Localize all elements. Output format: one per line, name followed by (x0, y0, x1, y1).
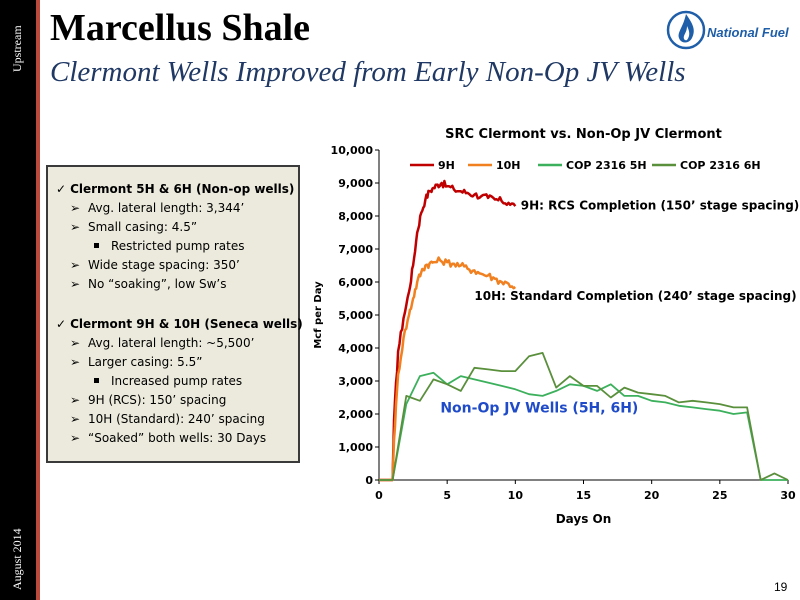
page-title: Marcellus Shale (50, 7, 311, 49)
sidebar-accent-stripe (36, 0, 40, 600)
chart-annotation: 9H: RCS Completion (150’ stage spacing) (521, 198, 800, 212)
y-tick-label: 9,000 (338, 177, 373, 190)
bullet-item-text: 10H (Standard): 240’ spacing (88, 412, 265, 426)
series-line-9h (379, 179, 517, 482)
chart-annotation: Non-Op JV Wells (5H, 6H) (440, 400, 638, 416)
sidebar (0, 0, 36, 600)
bullet-item-text: 9H (RCS): 150’ spacing (88, 393, 227, 407)
y-tick-label: 6,000 (338, 276, 373, 289)
bullet-group-heading: ✓ Clermont 9H & 10H (Seneca wells) (56, 314, 303, 334)
logo-text: National Fuel (707, 25, 789, 40)
bullet-item: ➢ Small casing: 4.5” (56, 218, 292, 237)
bullet-item: ➢ “Soaked” both wells: 30 Days (56, 429, 292, 448)
arrow-bullet-icon: ➢ (70, 412, 81, 426)
flame-icon (666, 10, 706, 50)
square-bullet-icon (94, 243, 99, 248)
x-tick-label: 15 (576, 489, 591, 502)
bullet-item: Restricted pump rates (56, 237, 292, 256)
bullet-item: ➢ Wide stage spacing: 350’ (56, 256, 292, 275)
bullet-item-text: Restricted pump rates (111, 239, 245, 253)
page-number: 19 (774, 580, 788, 594)
legend-label: COP 2316 6H (680, 159, 761, 172)
bullet-item-text: Increased pump rates (111, 374, 243, 388)
y-tick-label: 2,000 (338, 408, 373, 421)
bullet-item-text: Avg. lateral length: ~5,500’ (88, 336, 255, 350)
y-axis-label: Mcf per Day (313, 281, 324, 349)
bullet-item: ➢ Avg. lateral length: ~5,500’ (56, 334, 292, 353)
arrow-bullet-icon: ➢ (70, 431, 81, 445)
bullet-item: ➢ No “soaking”, low Sw’s (56, 275, 292, 294)
y-tick-label: 4,000 (338, 342, 373, 355)
bullet-item: ➢ 10H (Standard): 240’ spacing (56, 410, 292, 429)
bullet-item-text: Larger casing: 5.5” (88, 355, 203, 369)
bullet-item-text: Avg. lateral length: 3,344’ (88, 201, 245, 215)
x-tick-label: 30 (780, 489, 796, 502)
y-tick-label: 7,000 (338, 243, 373, 256)
bullet-group-heading: ✓ Clermont 5H & 6H (Non-op wells) (56, 179, 295, 199)
company-logo: National Fuel (666, 8, 796, 52)
series-line-cop-2316-5h (379, 371, 788, 481)
bullet-group-heading-text: Clermont 5H & 6H (Non-op wells) (70, 182, 295, 196)
bullet-item: ➢ Avg. lateral length: 3,344’ (56, 199, 292, 218)
bullet-item-text: Wide stage spacing: 350’ (88, 258, 240, 272)
production-chart: SRC Clermont vs. Non-Op JV Clermont 0 1,00… (313, 127, 800, 526)
legend-label: COP 2316 5H (566, 159, 647, 172)
page-subtitle: Clermont Wells Improved from Early Non-O… (50, 56, 686, 88)
bullet-item-text: No “soaking”, low Sw’s (88, 277, 227, 291)
checkmark-icon: ✓ (56, 182, 67, 196)
x-tick-label: 5 (443, 489, 451, 502)
sidebar-top-label: Upstream (10, 25, 24, 72)
y-tick-label: 8,000 (338, 210, 373, 223)
bullet-item-text: Small casing: 4.5” (88, 220, 198, 234)
chart-annotation: 10H: Standard Completion (240’ stage spa… (474, 289, 796, 303)
arrow-bullet-icon: ➢ (70, 258, 81, 272)
y-tick-label: 3,000 (338, 375, 373, 388)
arrow-bullet-icon: ➢ (70, 355, 81, 369)
sidebar-bottom-label: August 2014 (10, 528, 24, 590)
legend-label: 9H (438, 159, 455, 172)
bullet-item: ➢ 9H (RCS): 150’ spacing (56, 391, 292, 410)
bullet-item: Increased pump rates (56, 372, 292, 391)
arrow-bullet-icon: ➢ (70, 277, 81, 291)
arrow-bullet-icon: ➢ (70, 336, 81, 350)
bullet-item: ➢ Larger casing: 5.5” (56, 353, 292, 372)
x-tick-label: 25 (712, 489, 727, 502)
series-line-cop-2316-6h (379, 351, 789, 481)
y-tick-label: 0 (365, 474, 373, 487)
y-tick-label: 10,000 (331, 144, 374, 157)
square-bullet-icon (94, 378, 99, 383)
legend-label: 10H (496, 159, 521, 172)
x-tick-label: 0 (375, 489, 383, 502)
bullet-item-text: “Soaked” both wells: 30 Days (88, 431, 267, 445)
chart-title: SRC Clermont vs. Non-Op JV Clermont (445, 127, 722, 142)
x-tick-label: 20 (644, 489, 660, 502)
series-line-10h (379, 256, 517, 482)
x-tick-label: 10 (508, 489, 524, 502)
y-tick-label: 1,000 (338, 441, 373, 454)
checkmark-icon: ✓ (56, 317, 67, 331)
bullet-group-heading-text: Clermont 9H & 10H (Seneca wells) (70, 317, 303, 331)
arrow-bullet-icon: ➢ (70, 220, 81, 234)
comparison-bullets-box: ✓ Clermont 5H & 6H (Non-op wells) ➢ Avg. la… (46, 165, 303, 463)
arrow-bullet-icon: ➢ (70, 393, 81, 407)
arrow-bullet-icon: ➢ (70, 201, 81, 215)
y-tick-label: 5,000 (338, 309, 373, 322)
x-axis-label: Days On (556, 512, 612, 526)
